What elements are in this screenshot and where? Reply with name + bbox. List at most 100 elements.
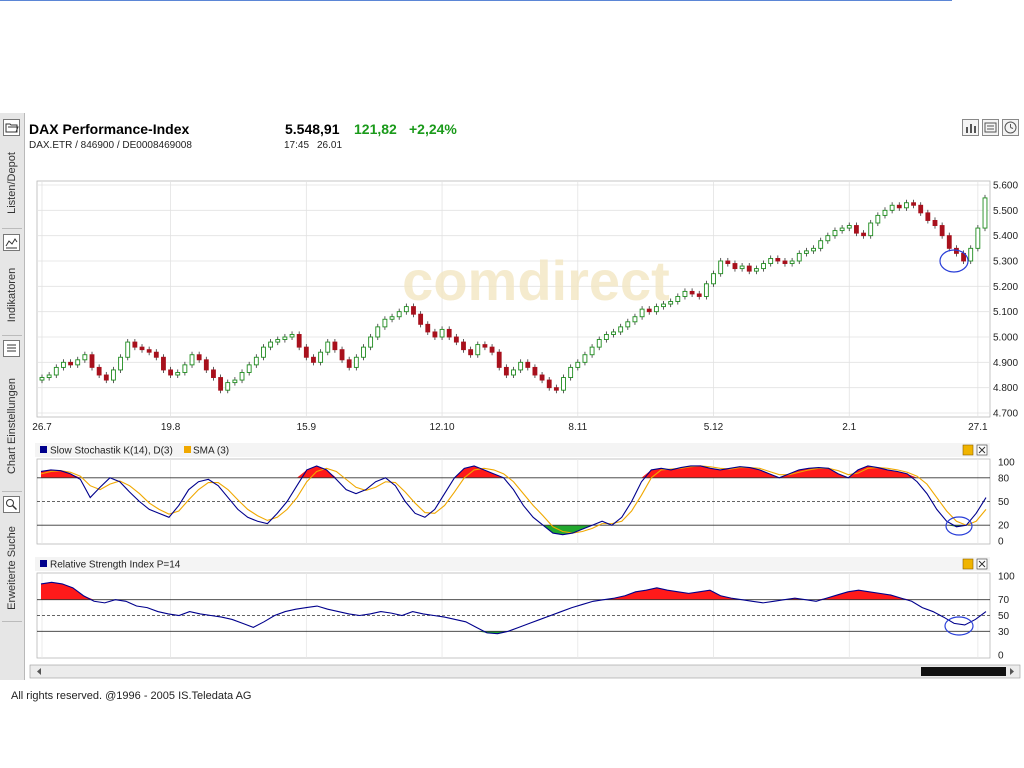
candle-down xyxy=(153,351,159,358)
y-tick-label: 50 xyxy=(998,611,1010,622)
candle-down xyxy=(946,235,952,249)
candle-up xyxy=(975,227,981,249)
x-axis-labels: 26.7 19.8 15.9 12.10 8.11 5.12 2.1 27.1 xyxy=(32,422,988,433)
candle-up xyxy=(325,341,331,353)
candle-down xyxy=(346,359,352,368)
candle-down xyxy=(746,265,752,272)
watermark: comdirect xyxy=(402,249,670,312)
y-tick-label: 4.800 xyxy=(993,383,1018,394)
sidebar: Listen/Depot Indikatoren Chart Einstellu… xyxy=(0,113,25,680)
price-change-pct: +2,24% xyxy=(409,121,457,137)
candle-up xyxy=(982,197,988,229)
rsi-legend-label: Relative Strength Index P=14 xyxy=(50,560,181,571)
candle-down xyxy=(732,263,738,270)
stoch-settings-icon[interactable] xyxy=(962,444,974,456)
candle-down xyxy=(168,369,174,376)
candle-down xyxy=(411,306,416,315)
y-tick-label: 5.400 xyxy=(993,231,1018,242)
y-tick-label: 5.100 xyxy=(993,307,1018,318)
x-tick-label: 15.9 xyxy=(297,422,317,433)
candle-down xyxy=(296,334,302,348)
candle-up xyxy=(118,356,123,371)
candle-up xyxy=(839,227,845,232)
candle-up xyxy=(825,235,831,242)
candle-up xyxy=(518,361,524,371)
candle-up xyxy=(361,346,366,358)
candle-up xyxy=(225,382,231,391)
sidebar-separator xyxy=(2,335,22,336)
candle-up xyxy=(239,372,245,381)
annotation-circle xyxy=(944,616,974,636)
candle-down xyxy=(203,359,209,371)
x-tick-label: 19.8 xyxy=(161,422,181,433)
y-tick-label: 20 xyxy=(998,521,1010,532)
candle-down xyxy=(211,369,216,378)
y-tick-label: 70 xyxy=(998,595,1010,606)
overbought-fill xyxy=(41,582,986,600)
candle-up xyxy=(475,344,481,356)
candle-up xyxy=(868,222,874,237)
candle-up xyxy=(625,321,631,328)
instrument-ids: DAX.ETR / 846900 / DE0008469008 xyxy=(29,140,192,151)
candle-down xyxy=(432,331,438,338)
candle-up xyxy=(639,308,645,318)
candle-up xyxy=(653,306,659,313)
search-icon[interactable] xyxy=(3,496,20,513)
candle-down xyxy=(218,377,224,391)
candle-up xyxy=(189,354,195,366)
candle-up xyxy=(268,341,274,348)
copyright-footer: All rights reserved. @1996 - 2005 IS.Tel… xyxy=(11,690,252,702)
indicator-icon[interactable] xyxy=(3,234,20,251)
rsi-settings-icon[interactable] xyxy=(962,558,974,570)
sidebar-item-chart-einstellungen[interactable]: Chart Einstellungen xyxy=(1,363,23,488)
y-tick-label: 5.500 xyxy=(993,206,1018,217)
candle-down xyxy=(332,341,338,351)
candle-up xyxy=(589,346,595,356)
y-tick-label: 5.300 xyxy=(993,257,1018,268)
candle-up xyxy=(39,377,45,381)
candle-up xyxy=(318,351,324,363)
y-tick-label: 100 xyxy=(998,572,1015,583)
sidebar-item-indikatoren[interactable]: Indikatoren xyxy=(1,257,23,332)
candle-up xyxy=(53,366,59,376)
candle-up xyxy=(175,372,181,376)
list-icon[interactable] xyxy=(3,340,20,357)
horizontal-scrollbar[interactable] xyxy=(29,664,1021,679)
candle-down xyxy=(311,356,316,363)
candle-down xyxy=(853,225,859,234)
scrollbar-thumb[interactable] xyxy=(921,667,1006,676)
candle-down xyxy=(553,387,559,391)
candle-down xyxy=(132,341,138,348)
clock-icon[interactable] xyxy=(1002,119,1019,136)
y-tick-label: 4.900 xyxy=(993,358,1018,369)
stoch-legend-label: Slow Stochastik K(14), D(3) xyxy=(50,446,173,457)
rsi-panel: 100 70 50 30 0 xyxy=(36,572,1015,662)
candle-up xyxy=(596,339,602,348)
bar-chart-icon[interactable] xyxy=(962,119,979,136)
scroll-left-icon[interactable] xyxy=(37,668,41,675)
candle-down xyxy=(425,323,431,333)
candle-down xyxy=(196,354,202,361)
candle-up xyxy=(353,356,359,368)
folder-icon[interactable] xyxy=(3,119,20,136)
candle-up xyxy=(561,377,566,391)
candle-down xyxy=(489,346,495,353)
sidebar-separator xyxy=(2,228,22,229)
x-tick-label: 26.7 xyxy=(32,422,52,433)
candle-up xyxy=(253,356,259,366)
sidebar-item-listen-depot[interactable]: Listen/Depot xyxy=(1,143,23,223)
sidebar-item-label: Indikatoren xyxy=(6,267,18,322)
scroll-right-icon[interactable] xyxy=(1010,668,1014,675)
candle-up xyxy=(618,326,624,333)
candle-up xyxy=(682,290,688,297)
candle-up xyxy=(232,379,238,384)
news-icon[interactable] xyxy=(982,119,999,136)
candle-down xyxy=(911,202,916,206)
price-change: 121,82 xyxy=(354,121,397,137)
sidebar-item-erweiterte-suche[interactable]: Erweiterte Suche xyxy=(1,518,23,618)
candle-down xyxy=(896,204,902,209)
candle-up xyxy=(846,225,852,229)
candle-up xyxy=(832,230,838,237)
sidebar-item-label: Erweiterte Suche xyxy=(6,526,19,610)
candle-up xyxy=(668,301,674,305)
